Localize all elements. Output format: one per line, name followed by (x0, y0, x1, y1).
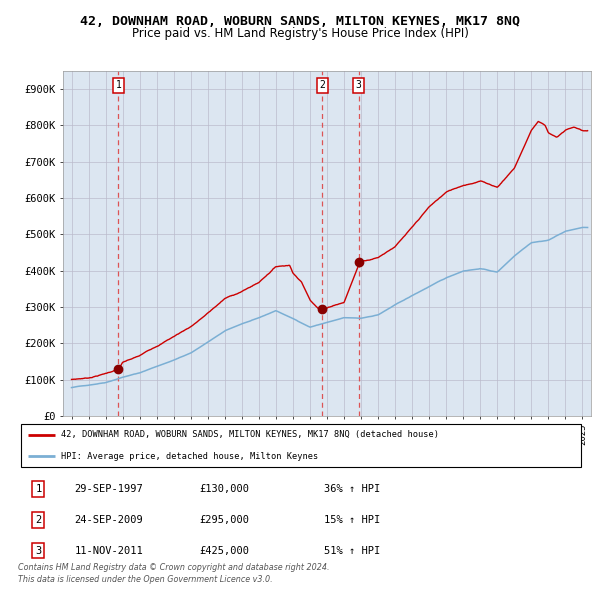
Text: 1: 1 (35, 484, 41, 494)
Text: 2: 2 (319, 80, 325, 90)
Text: 24-SEP-2009: 24-SEP-2009 (75, 515, 143, 525)
Text: Price paid vs. HM Land Registry's House Price Index (HPI): Price paid vs. HM Land Registry's House … (131, 27, 469, 40)
Text: 42, DOWNHAM ROAD, WOBURN SANDS, MILTON KEYNES, MK17 8NQ: 42, DOWNHAM ROAD, WOBURN SANDS, MILTON K… (80, 15, 520, 28)
Text: 11-NOV-2011: 11-NOV-2011 (75, 546, 143, 556)
Text: 42, DOWNHAM ROAD, WOBURN SANDS, MILTON KEYNES, MK17 8NQ (detached house): 42, DOWNHAM ROAD, WOBURN SANDS, MILTON K… (61, 430, 439, 439)
Text: £425,000: £425,000 (199, 546, 250, 556)
Text: £130,000: £130,000 (199, 484, 250, 494)
Text: 1: 1 (115, 80, 121, 90)
Text: Contains HM Land Registry data © Crown copyright and database right 2024.: Contains HM Land Registry data © Crown c… (18, 563, 329, 572)
Text: 3: 3 (35, 546, 41, 556)
Text: 36% ↑ HPI: 36% ↑ HPI (324, 484, 380, 494)
Text: This data is licensed under the Open Government Licence v3.0.: This data is licensed under the Open Gov… (18, 575, 272, 584)
FancyBboxPatch shape (21, 424, 581, 467)
Text: 51% ↑ HPI: 51% ↑ HPI (324, 546, 380, 556)
Text: 3: 3 (356, 80, 362, 90)
Text: 15% ↑ HPI: 15% ↑ HPI (324, 515, 380, 525)
Text: 29-SEP-1997: 29-SEP-1997 (75, 484, 143, 494)
Text: £295,000: £295,000 (199, 515, 250, 525)
Text: 2: 2 (35, 515, 41, 525)
Text: HPI: Average price, detached house, Milton Keynes: HPI: Average price, detached house, Milt… (61, 452, 318, 461)
